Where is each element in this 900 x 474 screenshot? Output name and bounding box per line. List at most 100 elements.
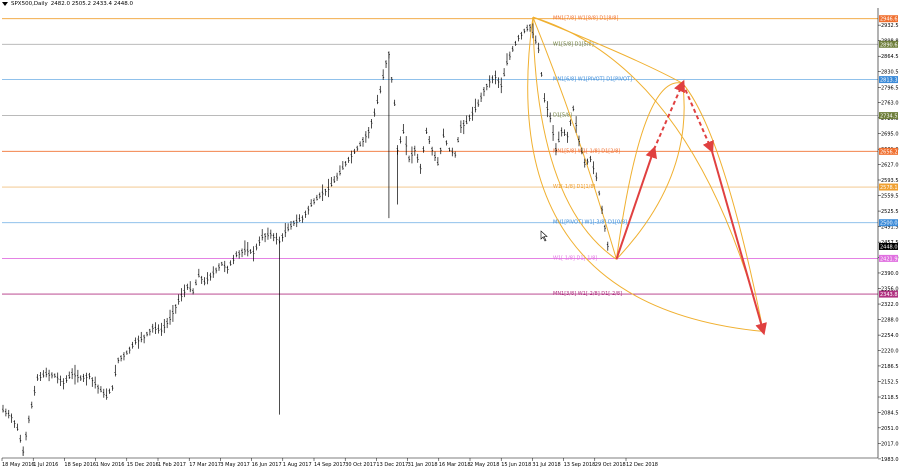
level-price-tag-text: 2813.3 [880, 78, 898, 84]
date-tick-label: 2 May 2018 [470, 462, 499, 468]
date-tick-label: 15 Jun 2018 [501, 462, 531, 468]
level-price-tag-text: 2343.8 [880, 292, 898, 298]
price-tick-label: 2152.5 [881, 379, 899, 385]
levels-layer: MN1[7/8] W1[8/8] D1[8/8] W1[5/8] D1[5/8] M… [2, 16, 878, 297]
price-tick-label: 2864.5 [881, 54, 899, 60]
price-tick-label: 2491.5 [881, 225, 899, 231]
price-tick-label: 2288.0 [881, 318, 899, 324]
level-label: MN1[6/8] W1[PIVOT] D1[PIVOT] [553, 77, 632, 83]
level-price-tag [879, 112, 898, 120]
level-label: W1[5/8] D1[5/8] [553, 41, 594, 47]
price-tick-label: 2084.5 [881, 411, 899, 417]
chart-title-bar: SPX500,Daily 2482.0 2505.2 2433.4 2448.0 [2, 1, 136, 7]
fan-arc [532, 17, 617, 260]
arcs-layer [527, 16, 764, 332]
projection-arrow [710, 149, 767, 336]
axis-layer: 2932.52898.82864.52830.52796.52763.02729… [1, 8, 899, 468]
symbol-label: SPX500,Daily [11, 1, 48, 7]
date-tick-label: 3 May 2017 [220, 462, 249, 468]
price-tick-label: 2695.0 [881, 132, 899, 138]
price-tick-label: 2627.0 [881, 163, 899, 169]
projection-arrow [652, 79, 685, 151]
fan-arc [532, 16, 764, 332]
level-price-tag [879, 40, 898, 48]
price-tick-label: 2254.0 [881, 333, 899, 339]
dropdown-triangle-icon[interactable] [2, 1, 8, 6]
price-tick-label: 2051.0 [881, 426, 899, 432]
fan-arc [532, 16, 683, 84]
date-tick-label: 31 Jul 2018 [532, 462, 560, 468]
date-tick-label: 16 Mar 2018 [439, 462, 471, 468]
date-tick-label: 16 Jun 2017 [252, 462, 282, 468]
date-tick-label: 30 Oct 2017 [345, 462, 376, 468]
price-tick-label: 2796.5 [881, 85, 899, 91]
level-price-tag [879, 76, 898, 84]
level-label: W1[-1/8] D1[1/8] [553, 184, 595, 190]
date-tick-label: 18 May 2016 [2, 462, 35, 468]
projection-arrow [615, 145, 657, 260]
level-price-tag [879, 183, 898, 191]
date-tick-label: 13 Dec 2017 [376, 462, 408, 468]
current-price-tag [879, 242, 898, 250]
price-tick-label: 1983.0 [881, 457, 899, 463]
level-price-tag-text: 2734.5 [880, 114, 898, 120]
price-tick-label: 2322.0 [881, 302, 899, 308]
level-price-tag-text: 2890.6 [880, 42, 898, 48]
level-label: W1[-1/8] D1[-1/8] [553, 255, 597, 261]
ohlc-values: 2482.0 2505.2 2433.4 2448.0 [50, 1, 133, 7]
fan-arc [682, 83, 764, 332]
fan-arc [532, 16, 617, 260]
price-tick-label: 2118.5 [881, 395, 899, 401]
price-tick-label: 2525.5 [881, 209, 899, 215]
level-label: MN1[PIVOT] W1[-3/8] D1[0/8] [553, 220, 627, 226]
price-layer [2, 23, 609, 456]
date-tick-label: 1 Aug 2017 [283, 462, 312, 468]
level-price-tag [879, 219, 898, 227]
projection-arrow [681, 82, 714, 154]
price-tick-label: 2186.5 [881, 364, 899, 370]
date-tick-label: 1 Jul 2016 [33, 462, 58, 468]
level-price-tag [879, 254, 898, 262]
price-tick-label: 2390.0 [881, 271, 899, 277]
mouse-cursor-icon [540, 230, 548, 242]
fan-arc [527, 17, 764, 332]
level-price-tag [879, 147, 898, 155]
date-tick-label: 18 Sep 2016 [64, 462, 96, 468]
date-tick-label: 1 Feb 2017 [158, 462, 186, 468]
date-tick-label: 13 Sep 2018 [564, 462, 596, 468]
price-tick-label: 2593.5 [881, 178, 899, 184]
level-label: MN1[3/8] W1[-2/8] D1[-2/8] [553, 291, 622, 297]
price-tick-label: 2017.0 [881, 441, 899, 447]
fan-arc [615, 82, 683, 260]
level-label: D1[5/8] [553, 113, 572, 119]
date-tick-label: 17 Mar 2017 [189, 462, 221, 468]
level-price-tag-text: 2421.9 [880, 256, 898, 262]
tag-layer: 2946.6 2890.6 2813.3 2734.5 2656.2 2578.1 2500… [879, 15, 898, 298]
price-tick-label: 2559.5 [881, 194, 899, 200]
current-price-tag-text: 2448.0 [880, 244, 898, 250]
cursor-layer [540, 230, 548, 242]
level-price-tag-text: 2946.6 [880, 17, 898, 23]
date-tick-label: 14 Sep 2017 [314, 462, 346, 468]
level-price-tag-text: 2500.0 [880, 221, 898, 227]
level-price-tag-text: 2578.1 [880, 185, 898, 191]
date-tick-label: 1 Nov 2016 [96, 462, 125, 468]
price-tick-label: 2220.0 [881, 349, 899, 355]
price-tick-label: 2763.0 [881, 101, 899, 107]
price-tick-label: 2932.5 [881, 23, 899, 29]
level-price-tag [879, 15, 898, 23]
level-label: MN1[5/8] W1[-1/8] D1[2/8] [553, 148, 620, 154]
date-tick-label: 29 Oct 2018 [595, 462, 626, 468]
level-price-tag [879, 290, 898, 298]
price-tick-label: 2356.0 [881, 287, 899, 293]
date-tick-label: 15 Dec 2016 [127, 462, 159, 468]
level-price-tag-text: 2656.2 [880, 149, 898, 155]
price-tick-label: 2830.5 [881, 70, 899, 76]
fan-arc [616, 83, 685, 260]
arrow-layer [615, 79, 767, 336]
date-tick-label: 31 Jan 2018 [408, 462, 438, 468]
date-tick-label: 12 Dec 2018 [626, 462, 658, 468]
level-label: MN1[7/8] W1[8/8] D1[8/8] [553, 16, 618, 22]
